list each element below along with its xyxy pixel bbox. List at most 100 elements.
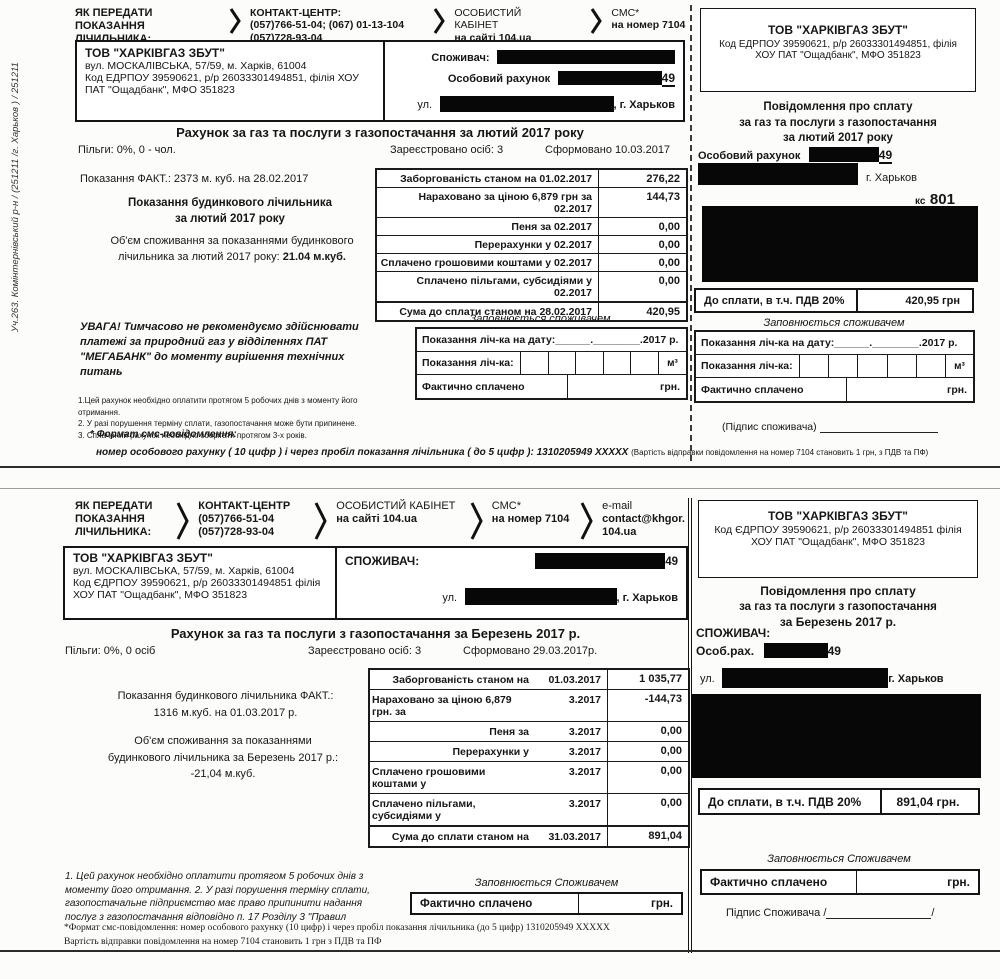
- bill1-consumer-box: Споживач: Особовий рахунок 49 ул. , г. Х…: [383, 40, 685, 122]
- account-visible-digits: 49: [665, 556, 678, 568]
- chevron-right-icon: [470, 500, 483, 542]
- fill-paid-row: Фактично сплачено грн.: [417, 375, 686, 398]
- charge-row: Сплачено пільгами, субсидіями у 02.2017 …: [377, 272, 686, 302]
- account-visible-digits: 49: [878, 148, 893, 164]
- meter-digit-cell: [520, 352, 548, 374]
- personal-cabinet: ОСОБИСТИЙ КАБІНЕТ на сайті 104.ua: [336, 500, 456, 525]
- sms-channel: СМС* на номер 7104: [491, 500, 570, 525]
- paid-unit: грн.: [651, 897, 673, 910]
- fill-meter-row: Показання ліч-ка: м³: [696, 355, 973, 378]
- bill1-charges-table: Заборгованість станом на 01.02.2017 276,…: [375, 168, 688, 322]
- city-label: г. Харьков: [888, 673, 944, 686]
- charge-row: Сплачено пільгами, субсидіями у 3.2017 0,…: [370, 794, 688, 826]
- fill-meter-row: Показання ліч-ка: м³: [417, 352, 686, 375]
- charge-label: Сплачено пільгами, субсидіями у 02.2017: [377, 272, 599, 301]
- bill2-consumer-box: СПОЖИВАЧ: 49 ул. , г. Харьков: [337, 548, 686, 618]
- charge-label: Сума до сплати станом на: [391, 831, 529, 843]
- stub2-account-row: Особ.рах. 49: [696, 642, 841, 660]
- bill2-notes: 1. Цей рахунок необхідно оплатити протяг…: [65, 871, 370, 923]
- bill1-title: Рахунок за газ та послуги з газопостачан…: [176, 125, 584, 140]
- email-address: contact@khgor.104.ua: [602, 512, 685, 538]
- charge-value: 0,00: [660, 725, 682, 737]
- charge-row: Пеня за 3.2017 0,00: [370, 722, 688, 742]
- account-visible-digits: 49: [827, 644, 841, 658]
- consumer-label: СПОЖИВАЧ:: [696, 626, 771, 640]
- consumption-volume: Об'єм споживання за показаннями будинков…: [110, 235, 354, 263]
- page-divider: [0, 466, 1000, 468]
- charge-value: 276,22: [646, 173, 680, 185]
- amount-due-label: До сплати, в т.ч. ПДВ 20%: [696, 290, 858, 311]
- fill-section-title: Заповнюється споживачем: [763, 317, 905, 329]
- company-name: ТОВ "ХАРКІВГАЗ ЗБУТ": [85, 46, 225, 60]
- bill1-fill-table: Показання ліч-ка на дату:______.________…: [415, 327, 688, 400]
- chevron-right-icon: [433, 7, 446, 35]
- street-label: ул.: [700, 673, 715, 686]
- house-meter-title: Показання будинкового лічильника за люти…: [128, 197, 332, 225]
- fact-reading: Показання ФАКТ.: 2373 м. куб. на 28.02.2…: [80, 173, 309, 185]
- account-label: Особовий рахунок: [698, 150, 801, 162]
- bill2-charges-table: Заборгованість станом на 01.03.2017 1 035…: [368, 668, 690, 848]
- stub1-account-row: Особовий рахунок 49: [698, 146, 893, 164]
- charge-row: Перерахунки у 3.2017 0,00: [370, 742, 688, 762]
- charge-period: 01.03.2017: [548, 674, 601, 686]
- fill-date-row: Показання ліч-ка на дату:______.________…: [696, 332, 973, 355]
- meter-digit-cell: [886, 355, 916, 377]
- fill-section-title: Заповнюється Споживачем: [474, 877, 619, 889]
- redaction-bar: [535, 552, 666, 569]
- charge-label: Сплачено грошовими коштами у: [372, 766, 486, 790]
- company-address: вул. МОСКАЛІВСЬКА, 57/59, м. Харків, 610…: [85, 60, 307, 72]
- charge-row: Заборгованість станом на 01.02.2017 276,…: [377, 170, 686, 188]
- side-registration-label: Уч.263. Комінтернівський р-н / (251211 /…: [10, 62, 21, 332]
- charge-label: Заборгованість станом на 01.02.2017: [377, 170, 599, 187]
- stub1-company-box: ТОВ "ХАРКІВГАЗ ЗБУТ" Код ЕДРПОУ 39590621…: [700, 8, 976, 92]
- redaction-block: [702, 206, 978, 282]
- bill1-notes: 1.Цей рахунок необхідно оплатити протяго…: [78, 395, 398, 441]
- redaction-bar: [439, 95, 614, 112]
- fill-section-title: Заповнюється споживачем: [469, 313, 611, 325]
- stub2-payment-notice: Повідомлення про сплату за газ та послуг…: [739, 584, 937, 629]
- contact-center: КОНТАКТ-ЦЕНТР: (057)766-51-04; (067) 01-…: [250, 7, 405, 44]
- company-name: ТОВ "ХАРКІВГАЗ ЗБУТ": [73, 551, 213, 565]
- charge-label: Нараховано за ціною 6,879 грн. за: [372, 694, 512, 718]
- company-registration: Код ЄДРПОУ 39590621, р/р 26033301494851 …: [714, 524, 962, 548]
- charge-row: Сплачено грошовими коштами у 02.2017 0,0…: [377, 254, 686, 272]
- paid-label: Фактично сплачено: [412, 894, 579, 913]
- charge-value: 0,00: [660, 797, 682, 809]
- stub1-detach-line: [690, 5, 692, 461]
- redaction-bar: [722, 668, 889, 688]
- charge-value: -144,73: [644, 693, 682, 705]
- company-address: вул. МОСКАЛІВСЬКА, 57/59, м. Харків, 610…: [73, 565, 295, 577]
- stub2-company-box: ТОВ "ХАРКІВГАЗ ЗБУТ" Код ЄДРПОУ 39590621…: [698, 500, 978, 578]
- company-registration: Код ЕДРПОУ 39590621, р/р 26033301494851,…: [85, 72, 359, 96]
- fill-paid-row: Фактично сплачено грн.: [696, 378, 973, 401]
- charge-label: Перерахунки у 02.2017: [377, 236, 599, 253]
- company-name: ТОВ "ХАРКІВГАЗ ЗБУТ": [768, 23, 908, 37]
- charge-row: Нараховано за ціною 6,879 грн. за 3.2017 …: [370, 690, 688, 722]
- bill2-header-box: ТОВ "ХАРКІВГАЗ ЗБУТ" вул. МОСКАЛІВСЬКА, …: [63, 546, 688, 620]
- account-label: Особ.рах.: [696, 644, 755, 658]
- charge-row: Заборгованість станом на 01.03.2017 1 035…: [370, 670, 688, 690]
- amount-due-value: 891,04 грн.: [896, 794, 960, 809]
- city-label: , г. Харьков: [616, 592, 678, 604]
- consumption-volume: Об'єм споживання за показаннями будинков…: [107, 735, 339, 780]
- sms-format-line: номер особового рахунку ( 10 цифр ) і че…: [96, 447, 929, 458]
- bill2-title: Рахунок за газ та послуги з газопостачан…: [170, 626, 581, 641]
- bill2-company-box: ТОВ "ХАРКІВГАЗ ЗБУТ" вул. МОСКАЛІВСЬКА, …: [65, 548, 337, 618]
- meter-digit-cell: [547, 352, 576, 374]
- page-divider: [0, 488, 1000, 489]
- fill-date-row: Показання ліч-ка на дату:______.________…: [417, 329, 686, 352]
- city-label: , г. Харьков: [613, 99, 675, 111]
- sms-cost-note: (Вартість відправки повідомлення на номе…: [631, 448, 929, 457]
- personal-cabinet: ОСОБИСТИЙ КАБІНЕТ на сайті 104.ua: [454, 7, 532, 44]
- account-visible-digits: 49: [661, 71, 675, 87]
- redaction-bar: [763, 643, 828, 659]
- charge-label: Пеня за: [489, 726, 529, 738]
- charge-value: 891,04: [648, 830, 682, 842]
- meter-digit-cell: [575, 352, 603, 374]
- amount-due-value: 420,95 грн: [905, 294, 960, 307]
- charge-row: Пеня за 02.2017 0,00: [377, 218, 686, 236]
- meter-digit-cell: [799, 355, 828, 377]
- bill1-formed-date: Сформовано 10.03.2017: [545, 144, 671, 156]
- charge-period: 3.2017: [568, 746, 601, 758]
- chevron-right-icon: [314, 500, 327, 542]
